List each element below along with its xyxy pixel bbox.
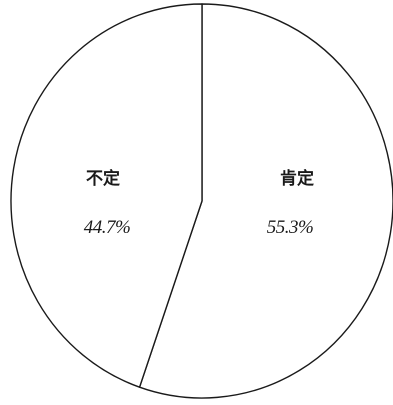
- slice-uncertain: [10, 3, 203, 388]
- slice-value-affirmative: 55.3%: [267, 217, 314, 238]
- slice-label-uncertain: 不定: [86, 168, 120, 189]
- pie-slices: [10, 3, 393, 399]
- slice-value-uncertain: 44.7%: [84, 217, 131, 238]
- slice-affirmative: [138, 3, 393, 399]
- slice-label-affirmative: 肯定: [280, 168, 314, 189]
